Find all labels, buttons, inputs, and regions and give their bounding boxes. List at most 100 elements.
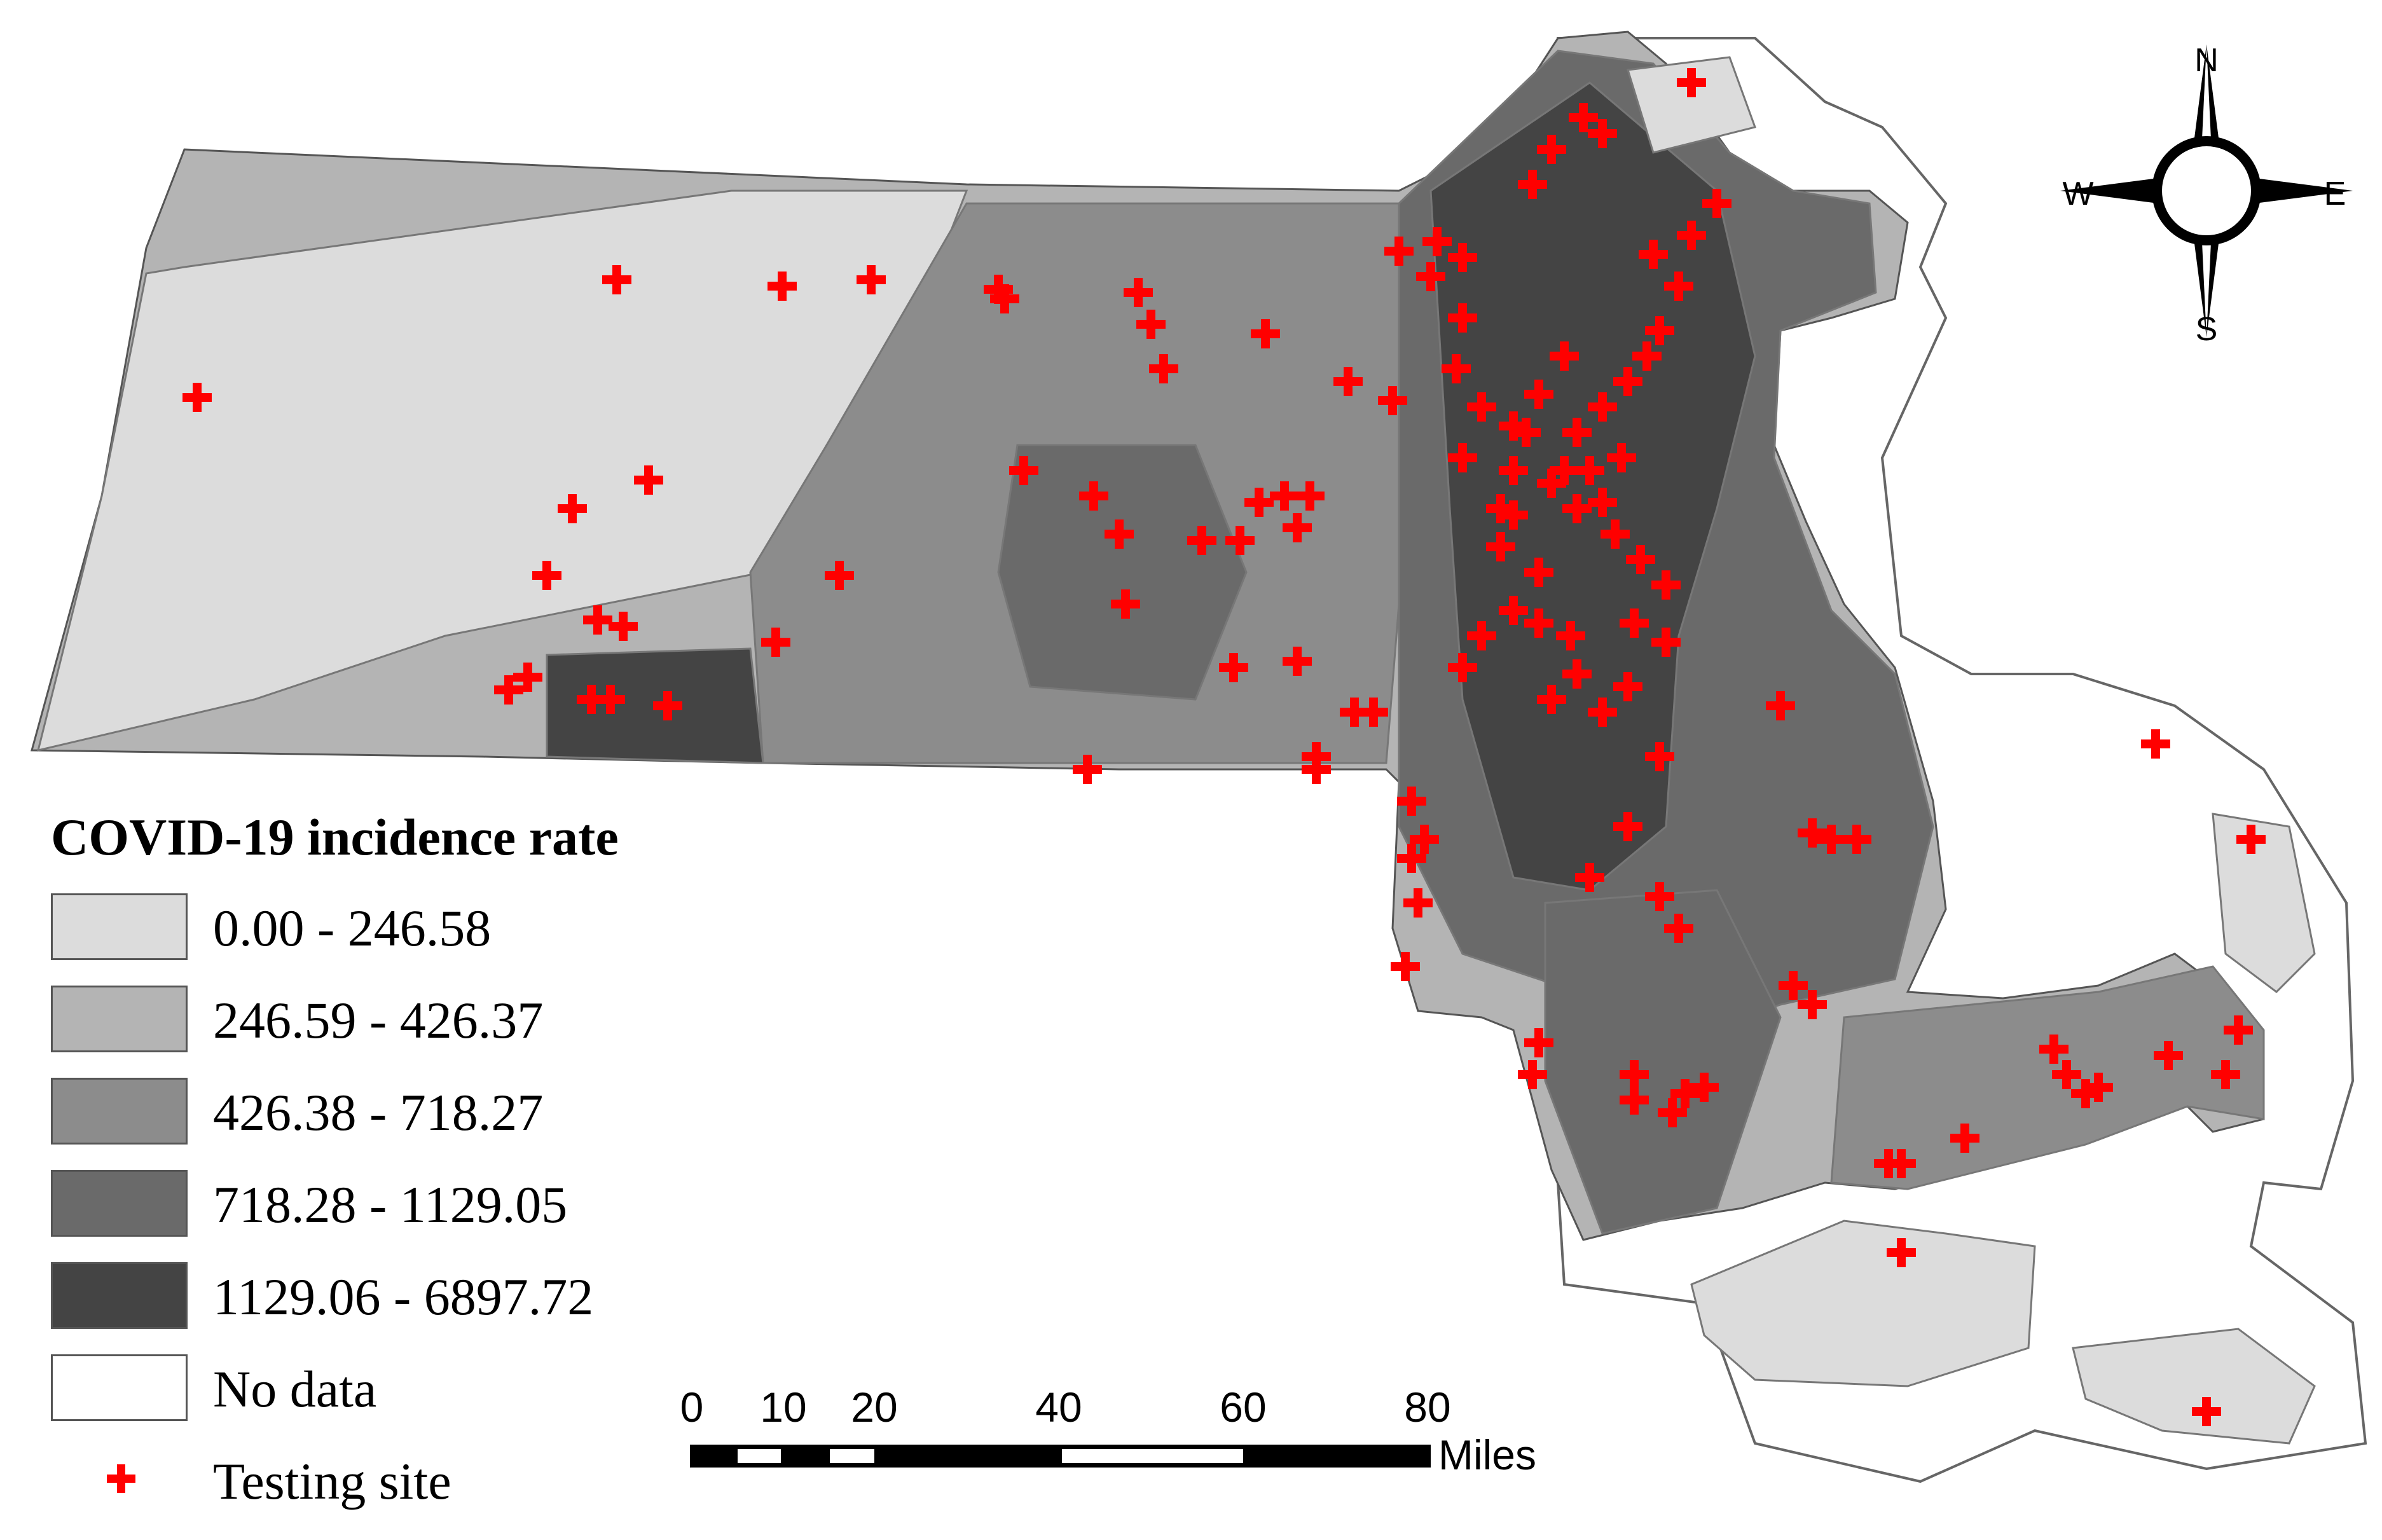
testing-site-marker [1270,481,1299,511]
testing-site-marker [1448,303,1477,333]
testing-site-marker [1658,1098,1687,1127]
testing-site-marker [2039,1035,2069,1064]
marthas-vineyard-island [1690,1220,2036,1387]
testing-site-marker [1677,221,1706,250]
testing-site-marker [2236,825,2266,854]
testing-site-marker [1620,1060,1649,1089]
legend-class-5: No data [51,1354,750,1427]
testing-site-marker [1651,570,1681,600]
testing-site-marker [1302,755,1331,784]
compass-rose [2060,45,2353,337]
testing-site-marker [1397,787,1426,816]
testing-site-marker [532,561,561,590]
scale-bar [690,1445,1431,1468]
testing-sites-layer [182,68,2266,1426]
testing-site-marker [1645,316,1674,345]
testing-site-marker [1670,1079,1700,1108]
testing-site-marker [857,265,886,294]
testing-site-marker [1524,558,1553,587]
nantucket-island [2072,1328,2316,1445]
legend-swatch [51,893,188,960]
testing-site-marker [1620,1085,1649,1115]
testing-site-marker [1779,971,1808,1000]
legend-swatch [51,1170,188,1237]
testing-site-marker [1626,545,1655,574]
testing-site-marker [583,605,612,635]
legend-label: 0.00 - 246.58 [213,899,492,957]
testing-site-marker [2141,729,2170,759]
legend-label: 1129.06 - 6897.72 [213,1268,594,1326]
compass-west-label: W [2062,175,2094,212]
scale-tick-label: 80 [1404,1384,1451,1431]
south-shore-region [1544,889,1782,1235]
testing-site-marker [1518,170,1547,199]
testing-site-marker [1518,1060,1547,1089]
legend-testing-site: Testing site [51,1447,750,1520]
scale-tick-label: 40 [1035,1384,1082,1431]
testing-site-marker [1798,818,1827,848]
testing-site-marker [1524,380,1553,409]
testing-site-marker [1499,596,1528,625]
testing-site-marker [1251,319,1280,348]
testing-site-marker [1645,742,1674,771]
testing-site-marker [1690,1073,1719,1102]
outer-cape-light-region [2212,813,2316,993]
testing-site-marker [1562,494,1592,523]
worcester-dark-region [997,444,1248,701]
scale-tick-label: 10 [760,1384,807,1431]
testing-site-marker [1613,367,1642,396]
compass-east-label: E [2323,175,2346,212]
testing-site-marker [1550,456,1579,485]
testing-site-marker [1537,685,1566,714]
testing-site-marker [1448,443,1477,472]
legend-swatch [51,1354,188,1421]
testing-site-marker [1384,237,1414,266]
testing-site-marker [1467,392,1496,422]
testing-site-marker [1079,481,1108,511]
testing-site-marker [1333,367,1363,396]
testing-site-marker [1187,526,1216,555]
testing-site-marker [1219,653,1248,682]
testing-site-marker [1391,952,1420,981]
testing-site-marker [1607,443,1636,472]
cape-cod-region [1830,965,2265,1190]
testing-site-marker [634,465,663,495]
testing-site-marker [513,663,542,692]
testing-site-marker [1645,882,1674,911]
testing-site-marker [1422,227,1452,256]
testing-site-marker [2154,1041,2183,1070]
scale-tick-label: 60 [1220,1384,1267,1431]
testing-site-marker [1562,418,1592,447]
testing-site-marker [1537,469,1566,498]
testing-site-marker [1448,653,1477,682]
testing-site-marker [1416,262,1445,291]
legend-class-4: 1129.06 - 6897.72 [51,1262,750,1335]
testing-site-marker [1887,1238,1916,1267]
testing-site-marker [1556,621,1585,650]
testing-site-marker [1340,698,1369,727]
testing-site-marker [1283,513,1312,542]
testing-site-marker [1244,488,1274,517]
testing-site-marker [1766,691,1795,720]
testing-site-marker [990,284,1019,313]
testing-site-marker [2052,1060,2081,1089]
legend-label: No data [213,1360,377,1418]
testing-site-marker [1524,1028,1553,1057]
scale-tick-label: 0 [680,1384,704,1431]
testing-site-marker [1575,456,1604,485]
compass-north-label: N [2194,42,2219,79]
testing-site-marker [1588,392,1617,422]
testing-site-marker [1620,608,1649,638]
testing-site-marker [1613,812,1642,841]
testing-site-marker [182,383,212,412]
testing-site-marker [984,275,1013,304]
legend-label: 246.59 - 426.37 [213,991,544,1049]
testing-site-marker [596,685,625,714]
testing-site-marker [1467,621,1496,650]
testing-site-marker [2071,1079,2100,1108]
testing-site-marker [1537,135,1566,164]
testing-site-marker [1524,608,1553,638]
testing-site-marker [1664,914,1693,943]
testing-site-marker [825,561,854,590]
